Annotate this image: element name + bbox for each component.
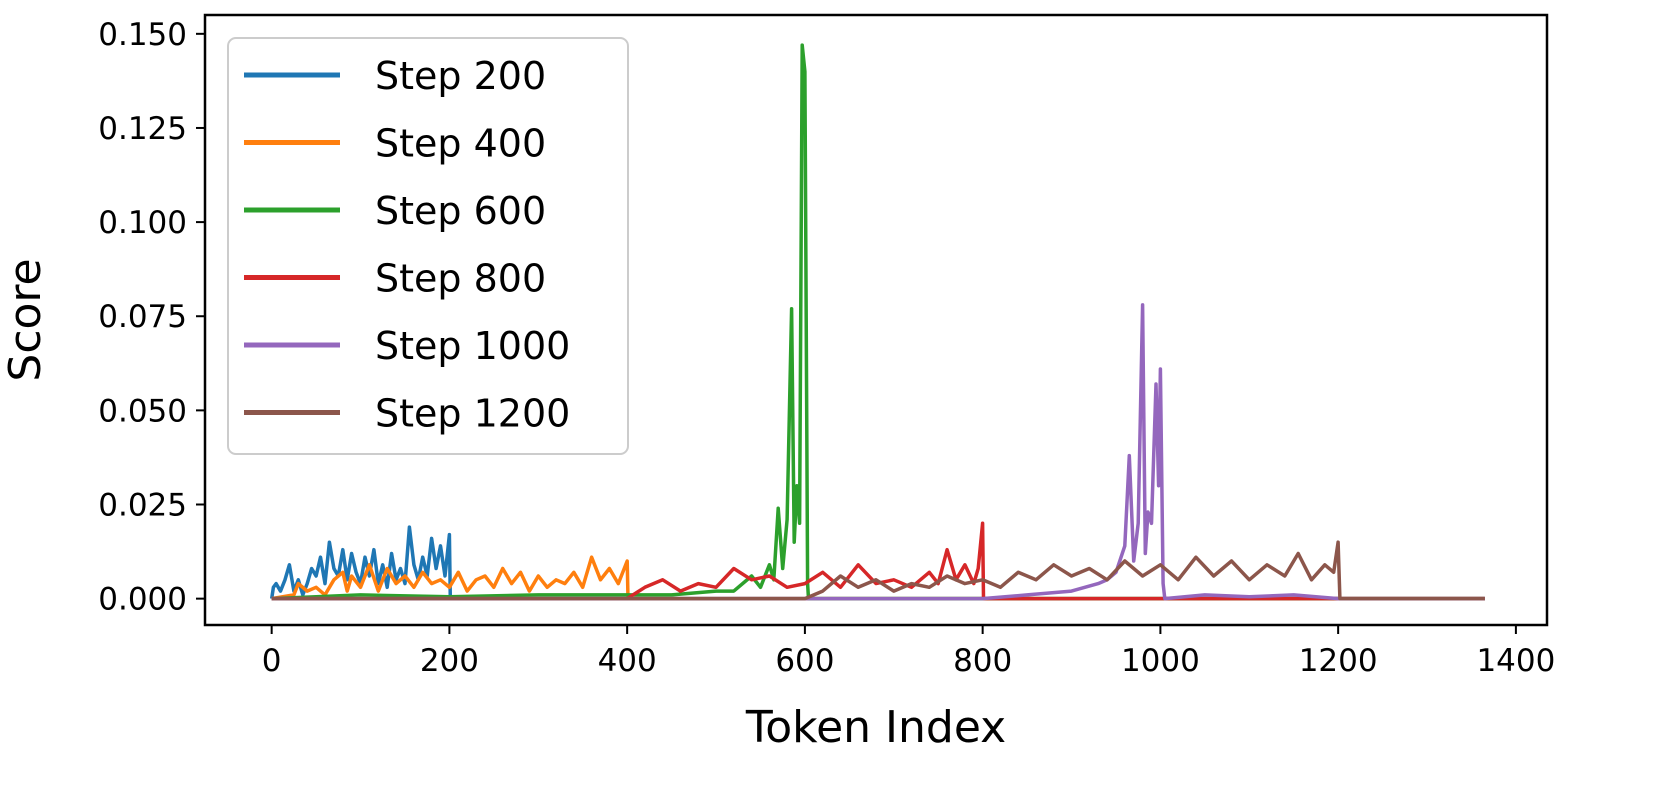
y-axis-label: Score xyxy=(0,258,51,381)
x-axis-label: Token Index xyxy=(745,702,1006,753)
y-tick-label: 0.100 xyxy=(98,205,187,241)
plot-frame xyxy=(203,13,1549,627)
legend-entry-label: Step 600 xyxy=(375,189,546,233)
y-tick-label: 0.075 xyxy=(98,299,187,335)
x-tick-label: 0 xyxy=(262,643,282,679)
y-tick-label: 0.125 xyxy=(98,111,187,147)
y-tick-label: 0.025 xyxy=(98,488,187,524)
series-line-1 xyxy=(271,555,1485,601)
plot-lines xyxy=(269,43,1485,601)
x-tick-label: 800 xyxy=(953,643,1012,679)
series-line-5 xyxy=(271,540,1485,601)
x-tick-label: 1000 xyxy=(1121,643,1200,679)
x-tick-label: 400 xyxy=(598,643,657,679)
legend: Step 200 Step 400 Step 600 Step 800 Step 100… xyxy=(227,37,629,455)
y-axis-ticks: 0.000 0.025 0.050 0.075 0.100 0.125 0.150 xyxy=(98,17,205,618)
x-tick-label: 200 xyxy=(420,643,479,679)
y-tick-label: 0.000 xyxy=(98,582,187,618)
legend-entry-label: Step 1000 xyxy=(375,324,570,368)
y-tick-label: 0.050 xyxy=(98,393,187,429)
x-tick-label: 600 xyxy=(775,643,834,679)
x-tick-label: 1200 xyxy=(1299,643,1378,679)
y-tick-label: 0.150 xyxy=(98,17,187,53)
x-axis-ticks: 0 200 400 600 800 1000 1200 1400 xyxy=(262,625,1555,679)
legend-entry-label: Step 1200 xyxy=(375,392,570,436)
series-line-3 xyxy=(271,521,1485,601)
legend-entry-label: Step 400 xyxy=(375,122,546,166)
legend-entry-label: Step 800 xyxy=(375,257,546,301)
legend-entry-label: Step 200 xyxy=(375,54,546,98)
series-line-4 xyxy=(271,303,1485,601)
x-tick-label: 1400 xyxy=(1476,643,1555,679)
series-line-2 xyxy=(271,43,1485,601)
